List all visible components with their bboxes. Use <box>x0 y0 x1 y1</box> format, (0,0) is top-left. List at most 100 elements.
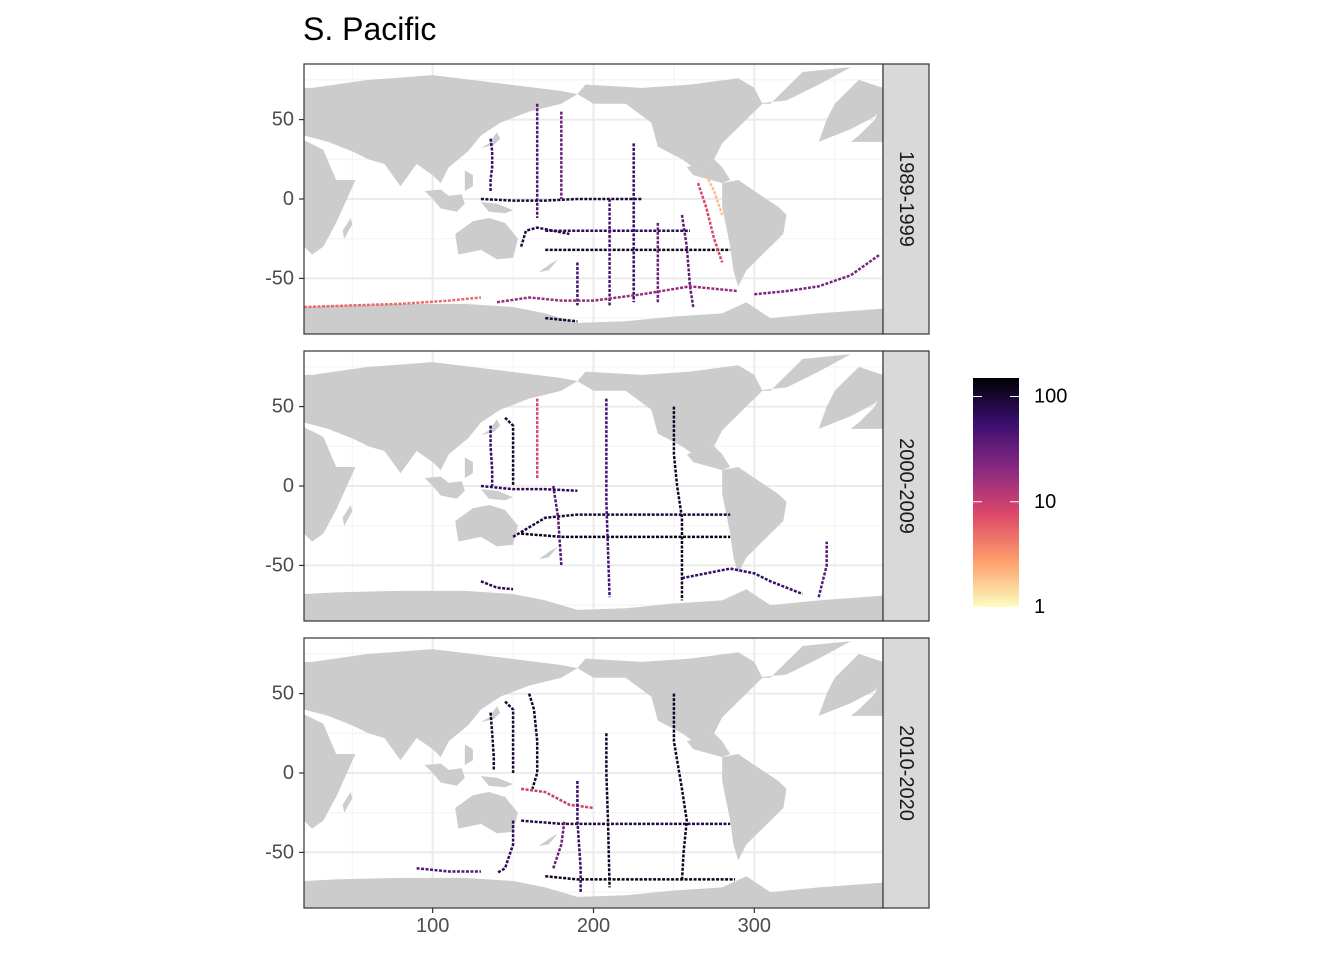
transect-track <box>605 733 611 888</box>
facet-strip-label: 2000-2009 <box>895 438 917 534</box>
transect-track <box>681 567 804 596</box>
transect-track <box>512 513 731 538</box>
transect-track <box>496 285 739 304</box>
land-mass <box>480 706 501 723</box>
land-mass <box>304 374 329 423</box>
facet-strip <box>882 350 930 622</box>
transect-track <box>489 425 494 486</box>
facet-panel: 1989-1999 50 0 -50 <box>265 63 930 335</box>
land-mass <box>304 876 883 908</box>
land-mass <box>850 390 883 429</box>
land-mass <box>455 505 518 547</box>
transect-layer <box>416 693 736 893</box>
land-mass <box>480 202 514 214</box>
land-mass <box>538 546 559 560</box>
land-mass <box>464 170 473 192</box>
land-mass <box>480 489 514 501</box>
land-mass <box>304 649 578 761</box>
land-mass <box>304 140 356 255</box>
transect-track <box>576 780 582 893</box>
land-mass <box>722 179 787 287</box>
transect-track <box>504 700 515 773</box>
land-mass <box>424 189 465 212</box>
transect-track <box>696 182 724 263</box>
transect-track <box>520 787 594 810</box>
transect-layer <box>480 398 828 601</box>
y-tick-label: -50 <box>265 267 294 289</box>
land-mass <box>480 776 514 788</box>
transect-track <box>817 541 828 598</box>
color-legend: 1 10 100 <box>973 378 1067 618</box>
facet-strip-label: 1989-1999 <box>895 151 917 247</box>
facet-panel: 2010-2020 50 0 -50 100 200 300 <box>265 637 930 937</box>
land-mass <box>304 302 883 334</box>
land-mass <box>464 457 473 479</box>
transect-track <box>672 406 684 601</box>
transect-track <box>304 296 482 309</box>
land-mass <box>686 446 731 471</box>
land-mass <box>304 87 329 136</box>
facet-panels: 1989-1999 50 0 -50 2000-2009 50 0 -50 2010-2020 5… <box>265 63 930 937</box>
y-tick-label: -50 <box>265 554 294 576</box>
y-tick-label: 0 <box>283 475 294 497</box>
land-mass <box>538 259 559 273</box>
land-mass <box>342 218 353 239</box>
colorbar <box>973 378 1019 607</box>
land-mass <box>577 78 763 168</box>
legend-label: 10 <box>1034 491 1056 513</box>
land-mass <box>304 427 356 542</box>
land-mass <box>538 833 559 847</box>
transect-layer <box>304 103 881 323</box>
land-mass <box>818 366 883 429</box>
y-tick-label: -50 <box>265 841 294 863</box>
transect-track <box>496 820 515 875</box>
land-mass <box>754 67 851 104</box>
x-tick-label: 300 <box>738 915 771 937</box>
transect-track <box>754 253 881 296</box>
transect-track <box>704 174 724 216</box>
land-mass <box>304 589 883 621</box>
transect-track <box>489 712 496 770</box>
land-mass <box>424 763 465 786</box>
land-mass <box>424 476 465 499</box>
transect-track <box>489 138 494 192</box>
transect-track <box>552 485 563 566</box>
y-tick-label: 50 <box>272 396 294 418</box>
land-mass <box>818 653 883 716</box>
facet-strip <box>882 63 930 335</box>
land-mass <box>304 661 329 710</box>
transect-track <box>521 532 731 539</box>
x-tick-label: 100 <box>416 915 449 937</box>
land-mass <box>464 744 473 766</box>
transect-track <box>416 867 481 873</box>
transect-track <box>552 820 566 869</box>
land-mass <box>722 466 787 574</box>
land-mass <box>480 419 501 436</box>
facet-strip <box>882 637 930 909</box>
land-layer <box>304 354 883 621</box>
land-mass <box>342 792 353 813</box>
land-mass <box>480 132 501 149</box>
land-mass <box>342 505 353 526</box>
transect-track <box>605 398 611 598</box>
y-tick-label: 50 <box>272 109 294 131</box>
land-mass <box>577 652 763 742</box>
land-mass <box>455 218 518 260</box>
land-mass <box>577 365 763 455</box>
transect-track <box>480 580 514 591</box>
chart-title: S. Pacific <box>303 11 436 47</box>
transect-track <box>519 226 570 248</box>
land-mass <box>686 733 731 758</box>
land-mass <box>455 792 518 834</box>
land-mass <box>754 641 851 678</box>
facet-strip-label: 2010-2020 <box>895 725 917 821</box>
y-tick-label: 0 <box>283 188 294 210</box>
land-mass <box>850 103 883 142</box>
land-layer <box>304 641 883 908</box>
land-mass <box>304 714 356 829</box>
transect-track <box>504 416 515 486</box>
transect-track <box>672 693 689 882</box>
land-mass <box>850 677 883 716</box>
legend-label: 100 <box>1034 386 1067 408</box>
